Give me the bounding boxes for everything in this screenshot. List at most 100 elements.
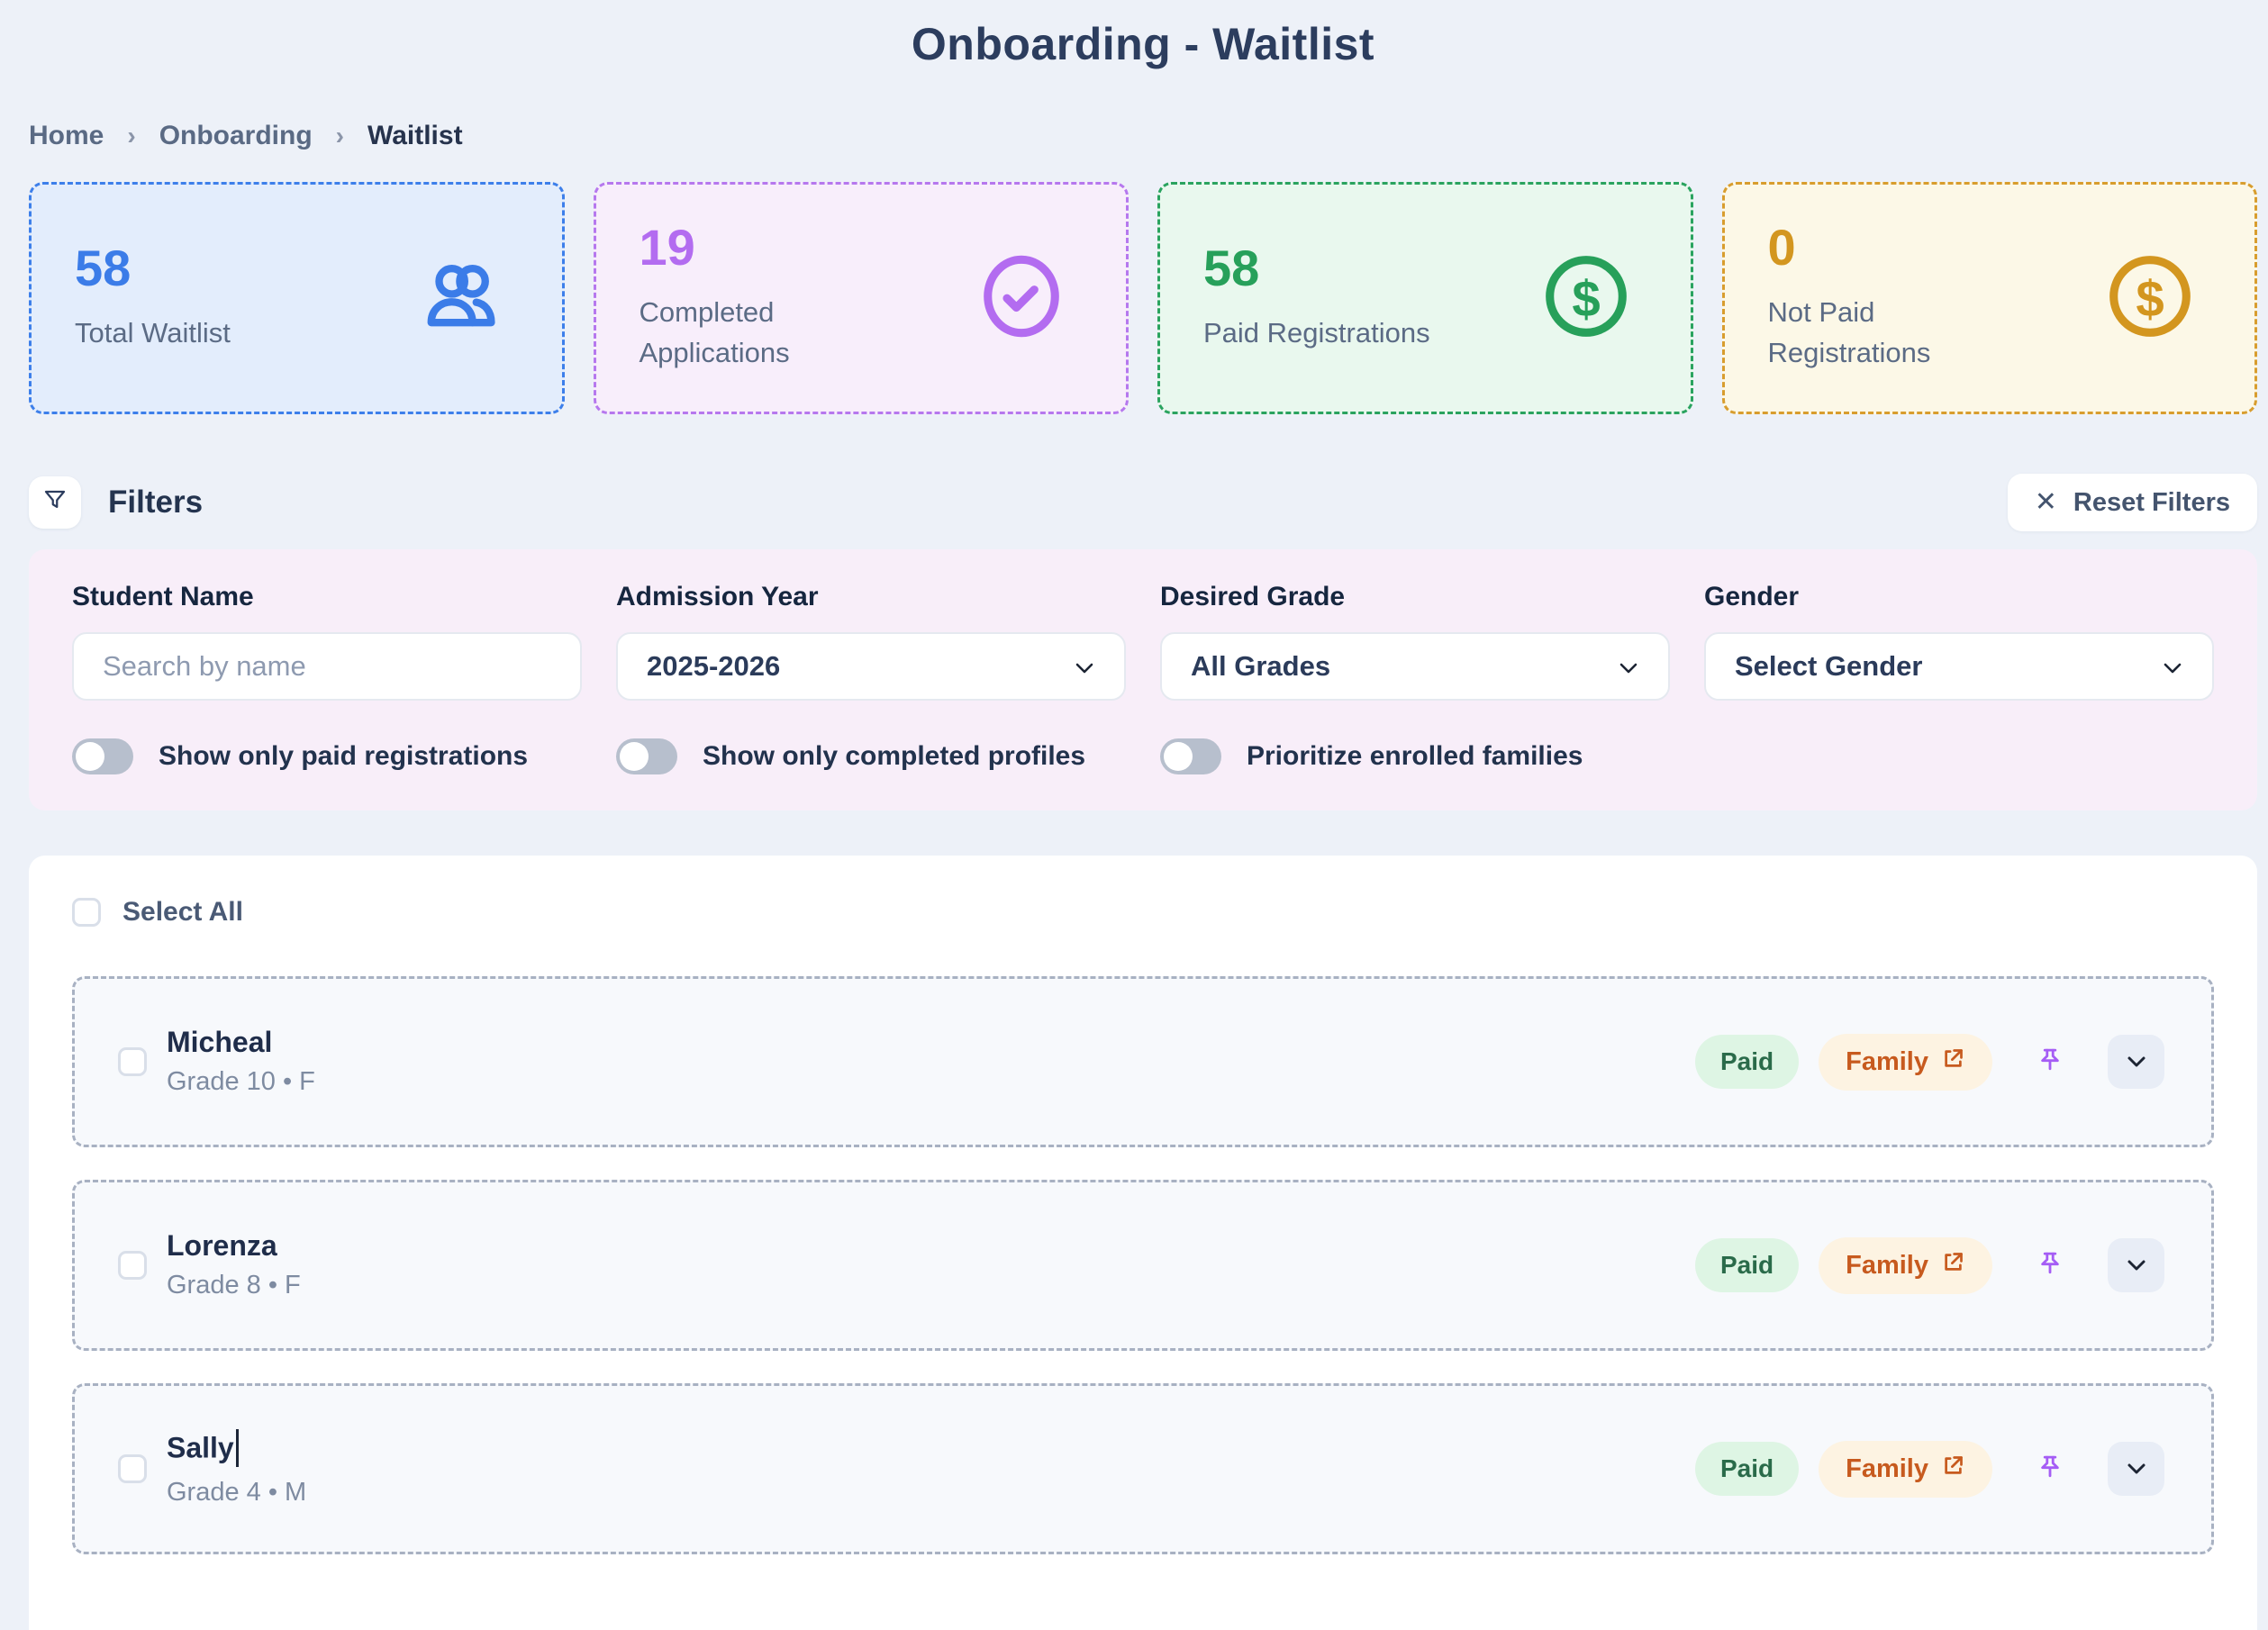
row-actions: Paid Family: [1694, 1033, 2164, 1091]
stat-value-total-waitlist: 58: [75, 239, 132, 296]
stat-text: 19 Completed Applications: [640, 222, 910, 374]
family-link-label: Family: [1846, 1250, 1928, 1280]
toggle-label-enrolled-families: Prioritize enrolled families: [1247, 741, 1583, 771]
stat-text: 0 Not Paid Registrations: [1768, 222, 2038, 374]
check-circle-icon: [975, 249, 1068, 348]
users-icon: [414, 251, 504, 346]
breadcrumb-onboarding[interactable]: Onboarding: [159, 121, 313, 150]
student-details: Grade 4 • M: [167, 1477, 307, 1507]
svg-text:$: $: [1572, 270, 1600, 327]
field-label-student-name: Student Name: [72, 582, 254, 611]
family-link-label: Family: [1846, 1046, 1928, 1076]
field-student-name: Student Name: [72, 582, 582, 701]
row-checkbox[interactable]: [118, 1047, 147, 1076]
toggle-knob: [620, 742, 649, 771]
student-name-input[interactable]: [103, 650, 551, 683]
breadcrumb-waitlist: Waitlist: [367, 121, 463, 150]
row-student-info: Micheal Grade 10 • F: [118, 1025, 315, 1097]
row-expand-button[interactable]: [2108, 1035, 2164, 1089]
reset-filters-button[interactable]: ✕ Reset Filters: [2007, 474, 2257, 531]
student-text: Sally Grade 4 • M: [167, 1428, 307, 1508]
desired-grade-select[interactable]: All Grades: [1160, 632, 1670, 701]
row-checkbox[interactable]: [118, 1251, 147, 1280]
student-name: Micheal: [167, 1025, 273, 1058]
page-title: Onboarding - Waitlist: [911, 19, 1375, 69]
select-all-label: Select All: [122, 897, 243, 927]
filter-panel: Student Name Admission Year 2025-2026 De…: [29, 549, 2257, 810]
status-badge: Paid: [1694, 1238, 1800, 1292]
stat-value-paid-registrations: 58: [1203, 239, 1260, 296]
external-link-icon: [1941, 1453, 1965, 1485]
close-icon: ✕: [2034, 487, 2057, 517]
filters-header: Filters ✕ Reset Filters: [29, 474, 2257, 531]
stat-text: 58 Paid Registrations: [1203, 239, 1430, 354]
student-name-input-wrap: [72, 632, 582, 701]
stat-card-paid-registrations: 58 Paid Registrations $: [1157, 182, 1693, 414]
row-actions: Paid Family: [1694, 1236, 2164, 1294]
stat-card-total-waitlist: 58 Total Waitlist: [29, 182, 565, 414]
row-actions: Paid Family: [1694, 1440, 2164, 1498]
admission-year-value: 2025-2026: [647, 650, 781, 682]
chevron-down-icon: [2162, 650, 2183, 683]
family-link-badge[interactable]: Family: [1819, 1236, 1992, 1294]
enrolled-families-toggle[interactable]: [1160, 738, 1221, 774]
pin-icon[interactable]: [2034, 1453, 2066, 1485]
breadcrumb-home[interactable]: Home: [29, 121, 104, 150]
select-all-checkbox[interactable]: [72, 898, 101, 927]
row-expand-button[interactable]: [2108, 1442, 2164, 1496]
external-link-icon: [1941, 1046, 1965, 1078]
select-all-row: Select All: [72, 897, 2214, 928]
field-admission-year: Admission Year 2025-2026: [616, 582, 1126, 701]
dollar-circle-icon: $: [1539, 249, 1633, 348]
stat-label-not-paid-registrations: Not Paid Registrations: [1767, 296, 1931, 368]
chevron-down-icon: [1074, 650, 1095, 683]
stat-card-completed-applications: 19 Completed Applications: [593, 182, 1129, 414]
stat-card-not-paid-registrations: 0 Not Paid Registrations $: [1721, 182, 2257, 414]
desired-grade-value: All Grades: [1191, 650, 1331, 682]
svg-text:$: $: [2136, 270, 2164, 327]
stat-value-completed-applications: 19: [639, 219, 695, 276]
toggle-completed-profiles: Show only completed profiles: [616, 738, 1126, 774]
stat-label-total-waitlist: Total Waitlist: [75, 316, 231, 349]
filters-title: Filters: [108, 484, 204, 520]
student-text: Micheal Grade 10 • F: [167, 1025, 315, 1097]
family-link-badge[interactable]: Family: [1819, 1440, 1992, 1498]
admission-year-select[interactable]: 2025-2026: [616, 632, 1126, 701]
toggle-enrolled-families: Prioritize enrolled families: [1160, 738, 1670, 774]
field-label-gender: Gender: [1704, 582, 1800, 611]
breadcrumb-separator: ›: [335, 122, 344, 149]
toggle-label-paid-registrations: Show only paid registrations: [159, 741, 529, 771]
filter-funnel-button[interactable]: [29, 476, 81, 529]
toggle-label-completed-profiles: Show only completed profiles: [703, 741, 1086, 771]
reset-filters-label: Reset Filters: [2073, 487, 2230, 517]
gender-select[interactable]: Select Gender: [1704, 632, 2214, 701]
pin-icon[interactable]: [2034, 1046, 2066, 1078]
row-student-info: Lorenza Grade 8 • F: [118, 1229, 301, 1300]
stat-text: 58 Total Waitlist: [75, 239, 231, 354]
field-desired-grade: Desired Grade All Grades: [1160, 582, 1670, 701]
row-checkbox[interactable]: [118, 1454, 147, 1483]
status-badge: Paid: [1694, 1035, 1800, 1089]
dollar-circle-icon: $: [2103, 249, 2197, 348]
toggle-knob: [76, 742, 104, 771]
waitlist-page: Onboarding - Waitlist Home › Onboarding …: [29, 19, 2257, 1630]
student-details: Grade 10 • F: [167, 1067, 315, 1097]
field-gender: Gender Select Gender: [1704, 582, 2214, 701]
filter-toggles: Show only paid registrations Show only c…: [72, 738, 2214, 774]
breadcrumb: Home › Onboarding › Waitlist: [29, 121, 2257, 151]
external-link-icon: [1941, 1250, 1965, 1281]
completed-profiles-toggle[interactable]: [616, 738, 677, 774]
student-details: Grade 8 • F: [167, 1271, 301, 1300]
field-label-desired-grade: Desired Grade: [1160, 582, 1346, 611]
waitlist-container: Select All Micheal Grade 10 • F Paid Fam…: [29, 856, 2257, 1630]
family-link-badge[interactable]: Family: [1819, 1033, 1992, 1091]
status-badge: Paid: [1694, 1442, 1800, 1496]
row-expand-button[interactable]: [2108, 1238, 2164, 1292]
toggle-paid-registrations: Show only paid registrations: [72, 738, 582, 774]
row-student-info: Sally Grade 4 • M: [118, 1428, 307, 1508]
table-row: Sally Grade 4 • M Paid Family: [72, 1383, 2214, 1554]
pin-icon[interactable]: [2034, 1249, 2066, 1281]
paid-registrations-toggle[interactable]: [72, 738, 133, 774]
table-row: Lorenza Grade 8 • F Paid Family: [72, 1180, 2214, 1351]
filter-fields: Student Name Admission Year 2025-2026 De…: [72, 582, 2214, 701]
